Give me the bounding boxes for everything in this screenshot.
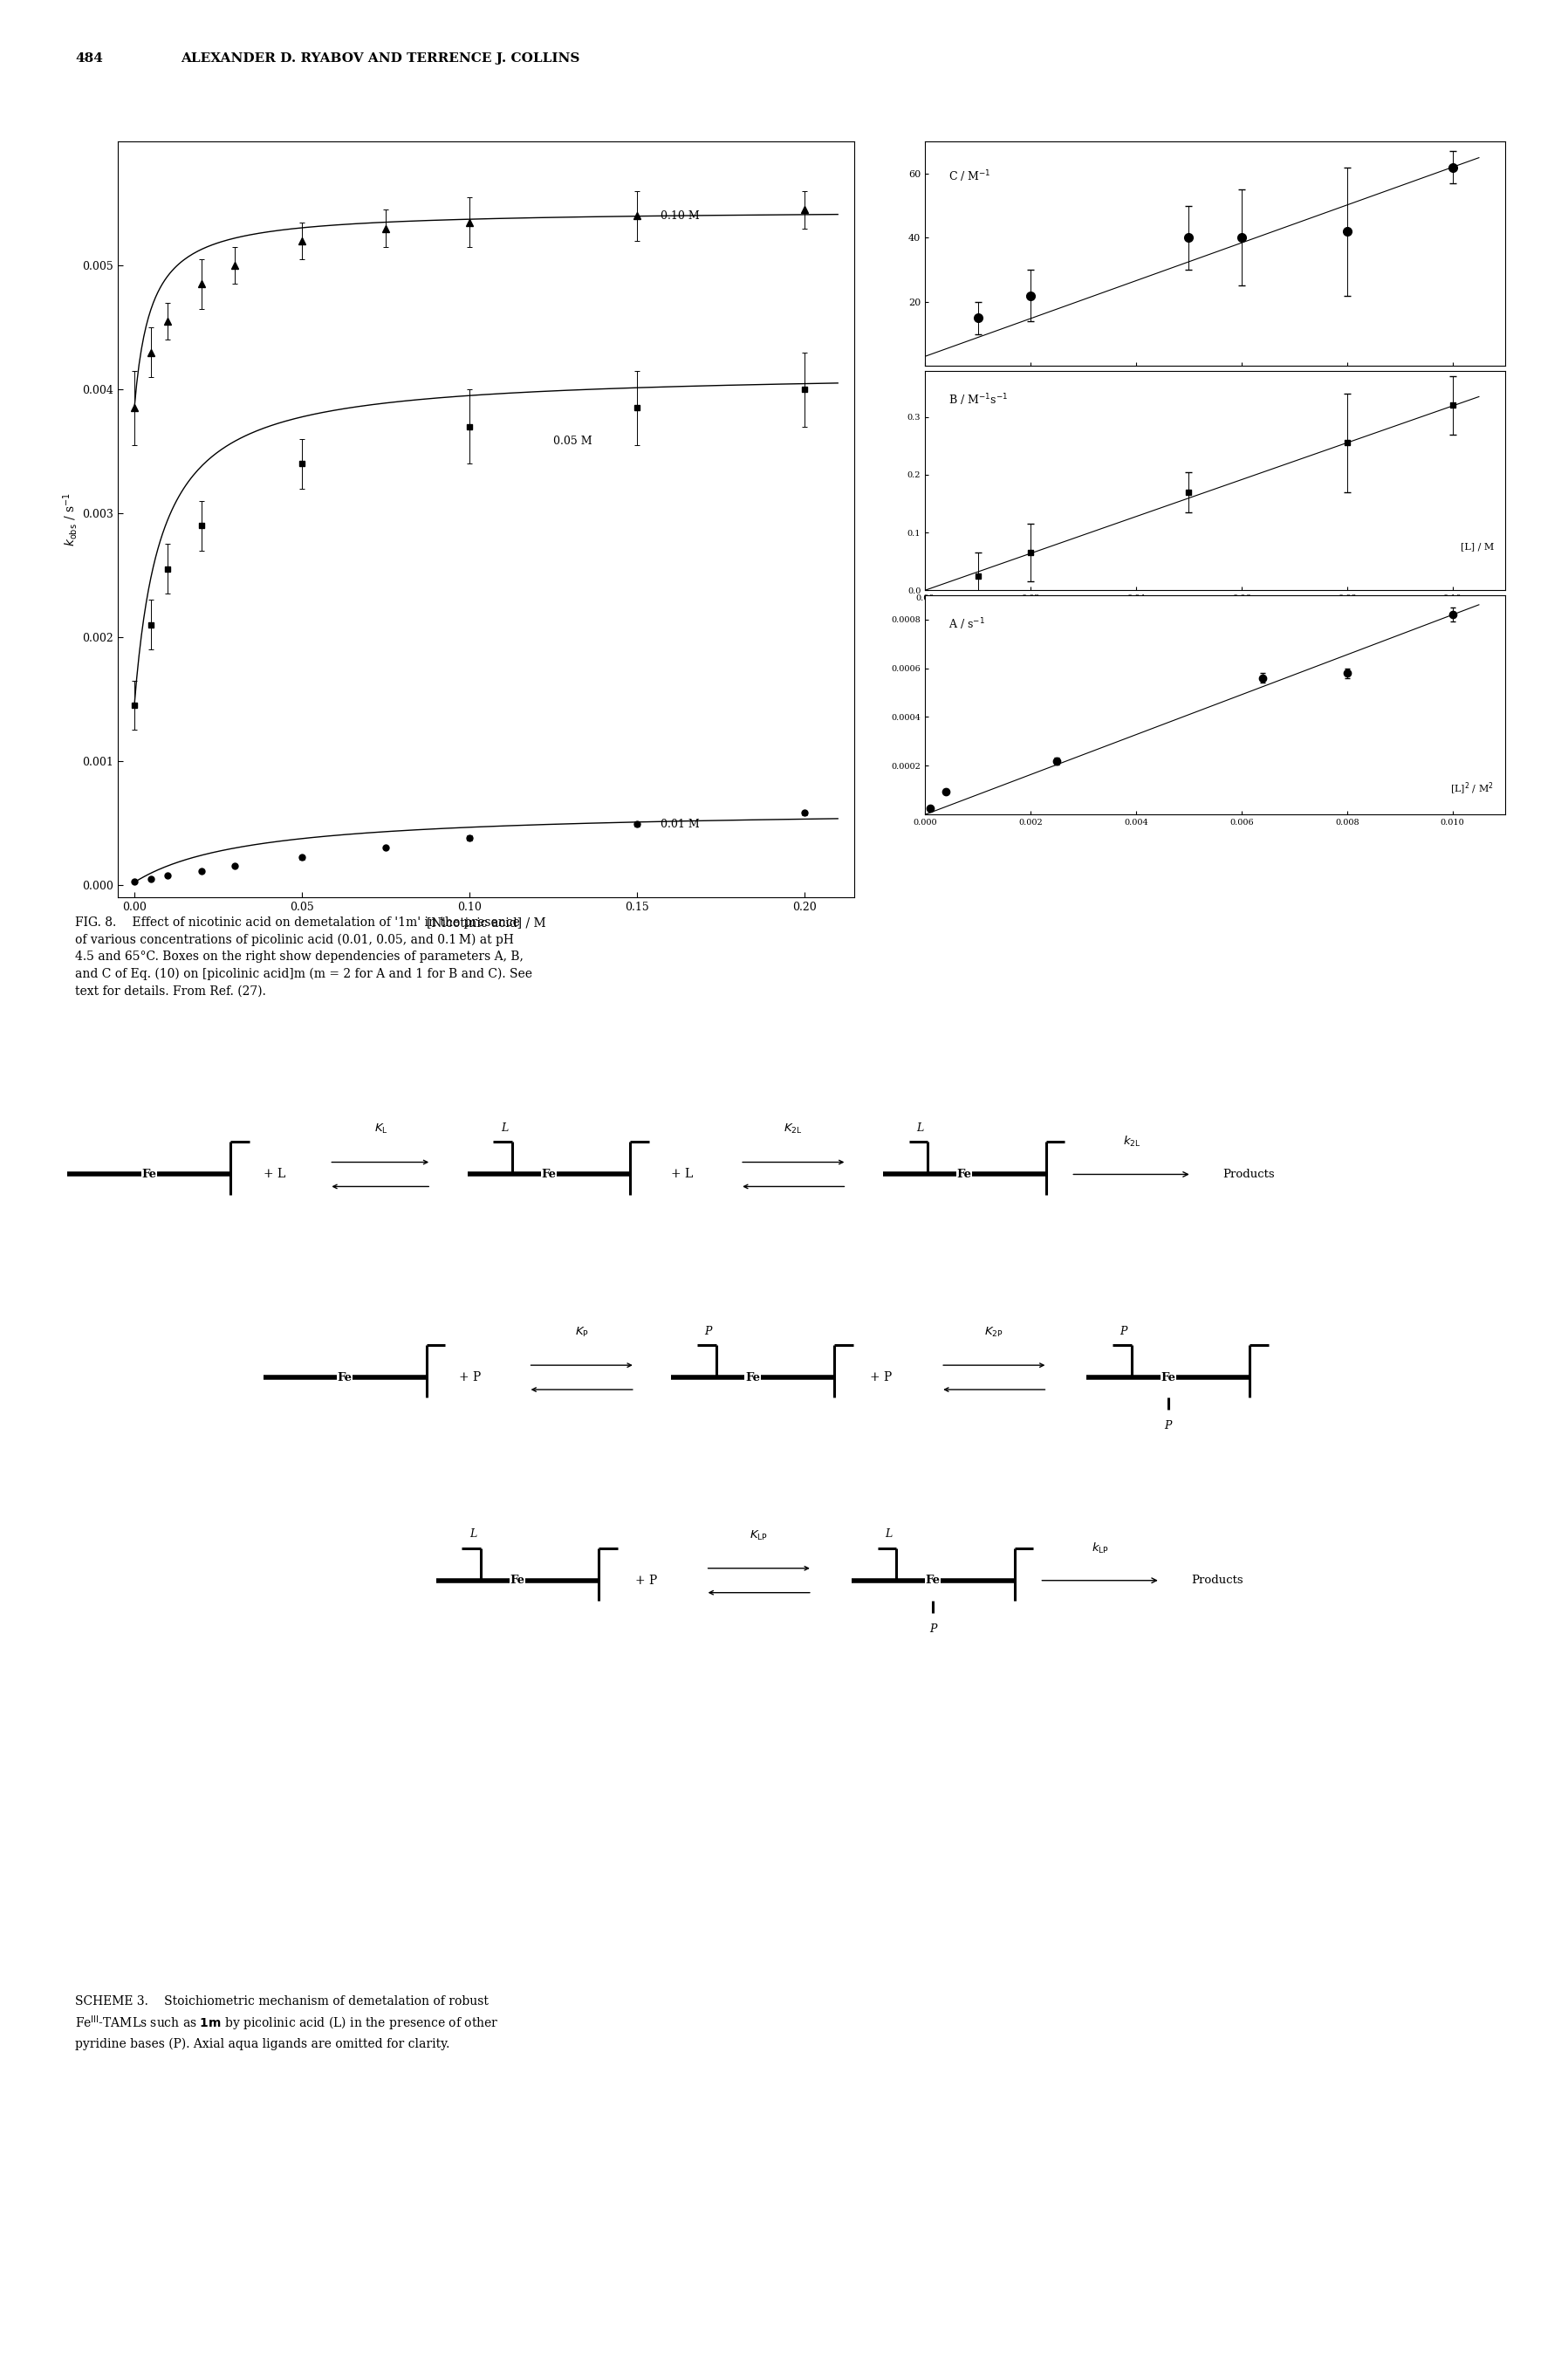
Text: $K_{\rm L}$: $K_{\rm L}$ [375,1121,387,1136]
Text: $K_{\rm P}$: $K_{\rm P}$ [575,1325,588,1339]
Text: + P: + P [870,1372,892,1384]
Text: $K_{\rm 2L}$: $K_{\rm 2L}$ [784,1121,803,1136]
Text: $K_{\rm LP}$: $K_{\rm LP}$ [750,1528,768,1542]
Text: L: L [469,1528,477,1539]
Text: [L] / M: [L] / M [1460,543,1494,550]
Text: A / s$^{-1}$: A / s$^{-1}$ [949,616,985,633]
X-axis label: [Nicotinic acid] / M: [Nicotinic acid] / M [426,916,546,928]
Text: [L]$^2$ / M$^2$: [L]$^2$ / M$^2$ [1450,781,1494,798]
Text: Fe: Fe [541,1169,557,1180]
Text: SCHEME 3.  Stoichiometric mechanism of demetalation of robust
Fe$^{\rm III}$-TAM: SCHEME 3. Stoichiometric mechanism of de… [75,1995,499,2049]
Text: Fe: Fe [1160,1372,1176,1384]
Text: Fe: Fe [510,1575,525,1587]
Text: Fe: Fe [337,1372,353,1384]
Text: Fe: Fe [925,1575,941,1587]
Text: B / M$^{-1}$s$^{-1}$: B / M$^{-1}$s$^{-1}$ [949,392,1008,408]
Text: P: P [704,1325,712,1336]
Text: + P: + P [635,1575,657,1587]
Text: P: P [1165,1419,1171,1431]
Text: $k_{\rm LP}$: $k_{\rm LP}$ [1091,1542,1110,1556]
Text: P: P [930,1622,936,1634]
Text: 0.10 M: 0.10 M [660,210,699,222]
Text: Fe: Fe [956,1169,972,1180]
Text: P: P [1120,1325,1127,1336]
Text: C / M$^{-1}$: C / M$^{-1}$ [949,168,991,184]
Text: FIG. 8.  Effect of nicotinic acid on demetalation of '1m' in the presence
of var: FIG. 8. Effect of nicotinic acid on deme… [75,916,533,996]
Text: Fe: Fe [745,1372,760,1384]
Text: + L: + L [263,1169,285,1180]
Text: L: L [500,1121,508,1133]
Text: $k_{\rm 2L}$: $k_{\rm 2L}$ [1123,1136,1142,1150]
Text: 484: 484 [75,52,103,64]
Text: Products: Products [1223,1169,1275,1180]
Text: 0.05 M: 0.05 M [554,437,593,446]
Text: Products: Products [1192,1575,1243,1587]
Y-axis label: $k_{\rm obs}$ / s$^{-1}$: $k_{\rm obs}$ / s$^{-1}$ [61,493,80,545]
Text: + P: + P [459,1372,481,1384]
Text: Fe: Fe [141,1169,157,1180]
Text: + L: + L [671,1169,693,1180]
Text: 0.01 M: 0.01 M [660,819,699,829]
Text: L: L [916,1121,924,1133]
Text: $K_{\rm 2P}$: $K_{\rm 2P}$ [985,1325,1004,1339]
Text: L: L [884,1528,892,1539]
Text: ALEXANDER D. RYABOV AND TERRENCE J. COLLINS: ALEXANDER D. RYABOV AND TERRENCE J. COLL… [180,52,580,64]
